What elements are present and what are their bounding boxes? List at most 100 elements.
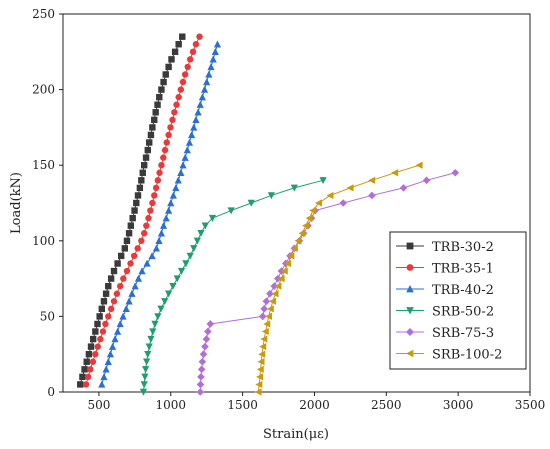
data-point [346, 184, 354, 192]
data-point [192, 116, 200, 124]
data-point [160, 154, 167, 161]
data-point [260, 305, 268, 313]
y-tick-label: 50 [40, 309, 55, 323]
data-point [138, 267, 146, 275]
y-tick-label: 0 [47, 385, 55, 399]
data-point [198, 93, 206, 101]
data-point [116, 320, 124, 328]
data-point [100, 373, 108, 381]
data-point [165, 206, 173, 214]
data-point [140, 381, 148, 389]
legend-marker [406, 242, 414, 250]
data-point [189, 48, 197, 55]
data-point [255, 380, 263, 389]
data-point [154, 101, 161, 108]
data-point [201, 342, 209, 351]
data-point [177, 86, 185, 93]
data-point [190, 123, 198, 131]
data-point [149, 199, 156, 207]
data-point [391, 169, 399, 177]
data-point [142, 366, 150, 374]
data-point [161, 298, 169, 306]
data-point [141, 373, 149, 381]
data-point [268, 297, 276, 305]
data-point [287, 252, 295, 260]
data-point [144, 146, 151, 154]
series-SRB-50-2 [139, 177, 327, 396]
data-point [171, 48, 179, 55]
data-point [133, 199, 140, 207]
data-point [177, 267, 186, 275]
legend-item: TRB-30-2 [396, 240, 494, 255]
legend-label: SRB-100-2 [432, 348, 502, 363]
data-point [143, 259, 151, 267]
data-point [104, 357, 112, 365]
data-point [139, 388, 148, 396]
data-point [160, 78, 167, 86]
legend-item: SRB-100-2 [396, 348, 502, 363]
y-axis-title: Load(kN) [9, 172, 24, 234]
data-point [177, 168, 185, 176]
data-point [122, 305, 130, 313]
data-point [138, 177, 145, 184]
data-point [267, 192, 275, 200]
data-point [143, 358, 151, 366]
data-point [167, 124, 174, 131]
data-point [262, 297, 271, 306]
data-point [302, 222, 310, 230]
data-point [206, 320, 215, 328]
series-SRB-75-3 [196, 168, 460, 396]
data-point [211, 48, 219, 55]
x-tick-label: 2500 [371, 398, 402, 412]
y-axis: 0 50 100 150 200 250 [32, 7, 63, 399]
y-tick-label: 100 [32, 234, 55, 248]
data-point [196, 380, 205, 389]
data-point [107, 275, 115, 282]
data-point [179, 161, 187, 169]
data-point [102, 290, 110, 297]
legend-marker [406, 285, 414, 293]
data-point [147, 207, 154, 214]
data-point [89, 335, 97, 343]
x-tick-label: 500 [87, 398, 110, 412]
data-point [290, 244, 298, 252]
data-point [92, 328, 99, 335]
data-point [114, 327, 122, 335]
data-point [165, 63, 172, 71]
data-point [125, 297, 133, 305]
data-point [125, 230, 133, 237]
data-point [140, 230, 148, 237]
data-point [129, 214, 136, 222]
data-point [247, 199, 255, 207]
data-point [89, 358, 97, 365]
data-point [294, 237, 302, 245]
data-point [130, 252, 138, 260]
data-point [179, 78, 187, 86]
data-point [151, 116, 158, 124]
data-point [277, 275, 285, 283]
data-point [186, 252, 194, 260]
data-point [266, 305, 274, 313]
data-point [121, 245, 128, 252]
data-point [183, 146, 191, 154]
data-point [169, 116, 176, 124]
data-point [134, 274, 143, 282]
data-point [77, 381, 84, 388]
data-point [192, 41, 200, 48]
plot-area [62, 13, 531, 393]
series-SRB-100-2 [254, 161, 423, 396]
series-TRB-30-2 [77, 33, 186, 388]
legend-marker [406, 264, 414, 271]
data-point [152, 244, 160, 252]
data-point [173, 275, 181, 283]
data-point [196, 100, 204, 108]
data-point [422, 176, 431, 185]
data-point [127, 260, 134, 267]
data-point [113, 290, 121, 297]
data-point [151, 192, 158, 199]
data-point [209, 55, 217, 63]
data-point [194, 108, 202, 116]
x-tick-label: 2000 [299, 398, 330, 412]
data-point [256, 373, 264, 381]
data-point [270, 282, 279, 290]
